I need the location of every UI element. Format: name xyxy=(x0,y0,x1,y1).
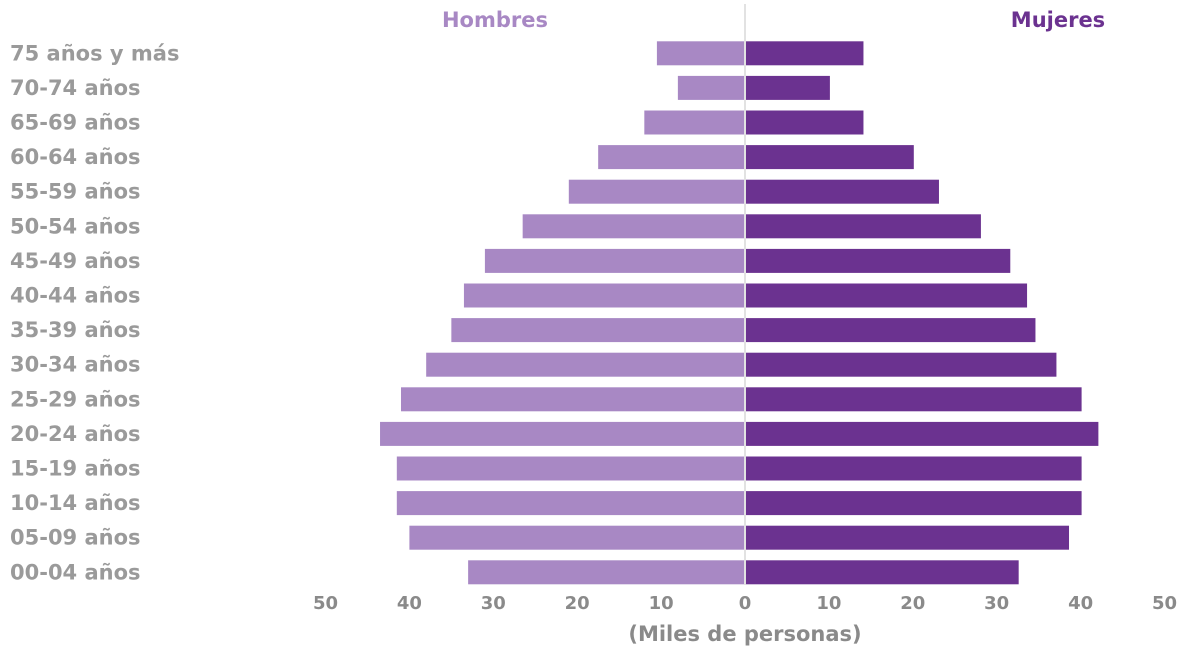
age-labels-group: 75 años y más 70-74 años 65-69 años 60-64 a… xyxy=(10,41,179,584)
bar-mujeres xyxy=(746,525,1070,550)
age-group-label: 30-34 años xyxy=(10,353,141,377)
bar-mujeres xyxy=(746,387,1082,412)
bar-hombres xyxy=(484,248,745,273)
age-group-label: 15-19 años xyxy=(10,457,141,481)
bar-hombres xyxy=(401,387,745,412)
bar-mujeres xyxy=(746,145,914,170)
age-group-label: 60-64 años xyxy=(10,145,141,169)
x-tick-label: 40 xyxy=(1068,593,1093,614)
age-group-label: 25-29 años xyxy=(10,387,141,411)
bar-mujeres xyxy=(746,456,1082,481)
bar-hombres xyxy=(677,75,745,100)
bar-hombres xyxy=(522,214,745,239)
bar-hombres xyxy=(426,352,745,377)
bar-mujeres xyxy=(746,491,1082,516)
age-group-label: 65-69 años xyxy=(10,111,141,135)
x-tick-label: 50 xyxy=(1152,593,1177,614)
bar-hombres xyxy=(598,145,745,170)
x-tick-label: 30 xyxy=(984,593,1009,614)
bar-hombres xyxy=(409,525,745,550)
x-tick-label: 50 xyxy=(313,593,338,614)
bar-hombres xyxy=(380,421,745,446)
bar-hombres xyxy=(468,560,745,585)
age-group-label: 70-74 años xyxy=(10,76,141,100)
legend-mujeres: Mujeres xyxy=(1011,8,1105,32)
bar-hombres xyxy=(451,318,745,343)
age-group-label: 05-09 años xyxy=(10,526,141,550)
age-group-label: 45-49 años xyxy=(10,249,141,273)
x-tick-label: 30 xyxy=(481,593,506,614)
x-tick-label: 20 xyxy=(900,593,925,614)
bar-mujeres xyxy=(746,560,1019,585)
x-tick-label: 40 xyxy=(397,593,422,614)
bar-hombres xyxy=(396,456,745,481)
bar-mujeres xyxy=(746,110,864,135)
bar-mujeres xyxy=(746,352,1057,377)
age-group-label: 75 años y más xyxy=(10,41,179,65)
bar-hombres xyxy=(568,179,745,204)
age-group-label: 20-24 años xyxy=(10,422,141,446)
bar-mujeres xyxy=(746,214,981,239)
bar-hombres xyxy=(656,41,745,66)
bar-hombres xyxy=(463,283,745,308)
age-group-label: 55-59 años xyxy=(10,180,141,204)
age-group-label: 50-54 años xyxy=(10,214,141,238)
x-tick-labels: 50 40 30 20 10 0 10 20 30 40 50 xyxy=(313,593,1177,614)
age-group-label: 10-14 años xyxy=(10,491,141,515)
x-tick-label: 10 xyxy=(649,593,674,614)
bar-mujeres xyxy=(746,41,864,66)
age-group-label: 00-04 años xyxy=(10,560,141,584)
age-group-label: 35-39 años xyxy=(10,318,141,342)
x-tick-label: 10 xyxy=(816,593,841,614)
legend-hombres: Hombres xyxy=(442,8,548,32)
bar-mujeres xyxy=(746,421,1099,446)
bar-mujeres xyxy=(746,283,1028,308)
bar-hombres xyxy=(396,491,745,516)
bar-mujeres xyxy=(746,75,830,100)
bar-mujeres xyxy=(746,248,1011,273)
bar-mujeres xyxy=(746,179,939,204)
x-tick-label: 20 xyxy=(565,593,590,614)
age-group-label: 40-44 años xyxy=(10,284,141,308)
bar-hombres xyxy=(644,110,745,135)
x-axis-title: (Miles de personas) xyxy=(628,622,861,646)
bars-group xyxy=(380,41,1099,585)
x-tick-label: 0 xyxy=(739,593,752,614)
bar-mujeres xyxy=(746,318,1036,343)
